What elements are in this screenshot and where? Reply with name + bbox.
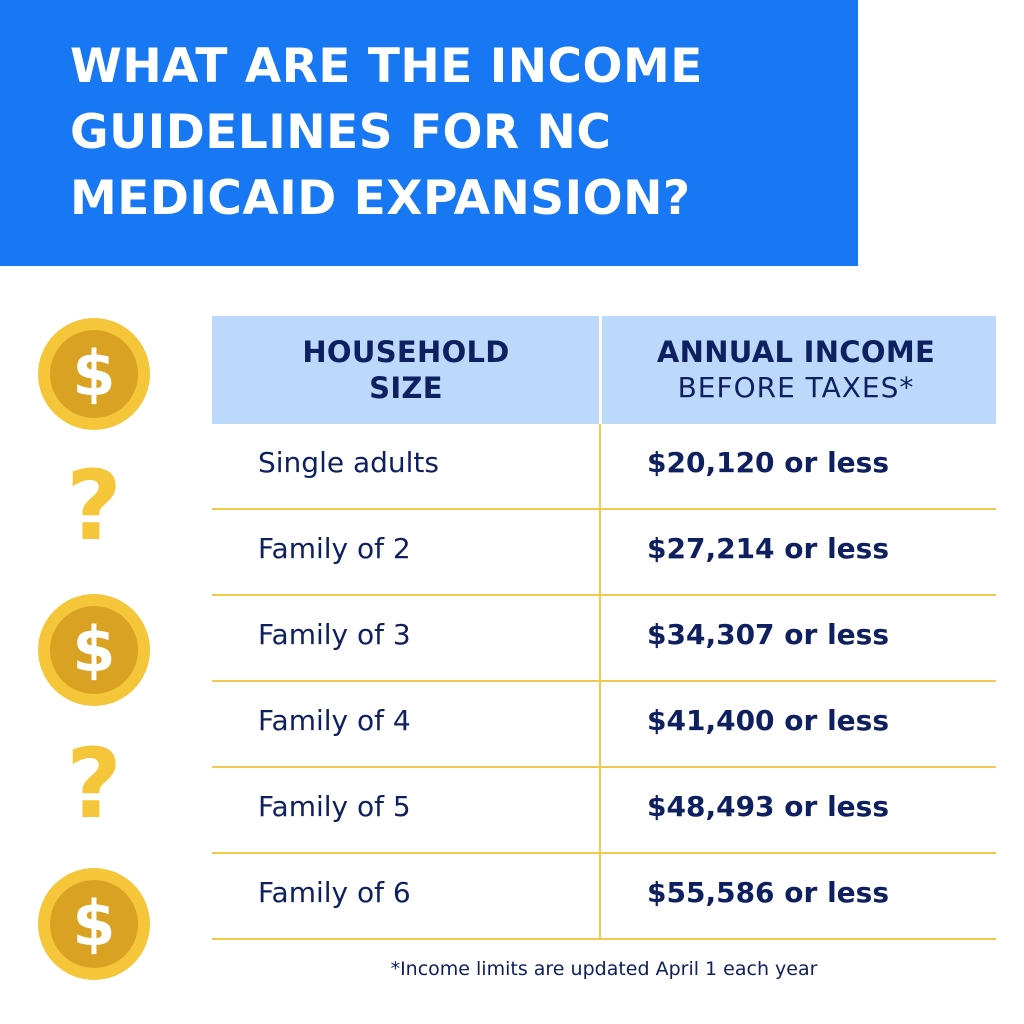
dollar-coin-icon: $ [38, 318, 150, 430]
dollar-coin-icon: $ [38, 868, 150, 980]
dollar-sign: $ [72, 887, 116, 960]
table-row: Family of 3 $34,307 or less [212, 596, 996, 682]
title-line-2: GUIDELINES FOR NC [70, 105, 612, 160]
header-divider [599, 316, 602, 424]
household-size-cell: Family of 3 [258, 618, 411, 651]
header-annual-income: ANNUAL INCOME BEFORE TAXES* [656, 335, 936, 404]
income-cell: $48,493 or less [647, 790, 889, 823]
table-row: Family of 5 $48,493 or less [212, 768, 996, 854]
table-row: Family of 6 $55,586 or less [212, 854, 996, 940]
question-mark-icon: ? [66, 450, 122, 562]
household-size-cell: Single adults [258, 446, 440, 479]
title-line-3: MEDICAID EXPANSION? [70, 171, 691, 226]
table-row: Family of 2 $27,214 or less [212, 510, 996, 596]
page-title: WHAT ARE THE INCOME GUIDELINES FOR NC ME… [70, 34, 840, 232]
question-mark-icon: ? [66, 728, 122, 840]
column-divider [599, 854, 601, 938]
table-row: Family of 4 $41,400 or less [212, 682, 996, 768]
title-banner: WHAT ARE THE INCOME GUIDELINES FOR NC ME… [0, 0, 858, 266]
table-row: Single adults $20,120 or less [212, 424, 996, 510]
column-divider [599, 510, 601, 594]
dollar-sign: $ [72, 337, 116, 410]
household-size-cell: Family of 5 [258, 790, 411, 823]
household-size-cell: Family of 2 [258, 532, 411, 565]
household-size-cell: Family of 4 [258, 704, 411, 737]
income-cell: $41,400 or less [647, 704, 889, 737]
table-body: Single adults $20,120 or less Family of … [212, 424, 996, 940]
table-header: HOUSEHOLD SIZE ANNUAL INCOME BEFORE TAXE… [212, 316, 996, 424]
income-table: HOUSEHOLD SIZE ANNUAL INCOME BEFORE TAXE… [212, 316, 996, 940]
column-divider [599, 424, 601, 508]
dollar-coin-icon: $ [38, 594, 150, 706]
column-divider [599, 596, 601, 680]
dollar-sign: $ [72, 613, 116, 686]
header-household-size: HOUSEHOLD SIZE [302, 335, 510, 405]
footnote: *Income limits are updated April 1 each … [390, 958, 818, 980]
income-cell: $55,586 or less [647, 876, 889, 909]
column-divider [599, 768, 601, 852]
column-divider [599, 682, 601, 766]
income-cell: $20,120 or less [647, 446, 889, 479]
income-cell: $27,214 or less [647, 532, 889, 565]
income-cell: $34,307 or less [647, 618, 889, 651]
household-size-cell: Family of 6 [258, 876, 411, 909]
title-line-1: WHAT ARE THE INCOME [70, 39, 703, 94]
